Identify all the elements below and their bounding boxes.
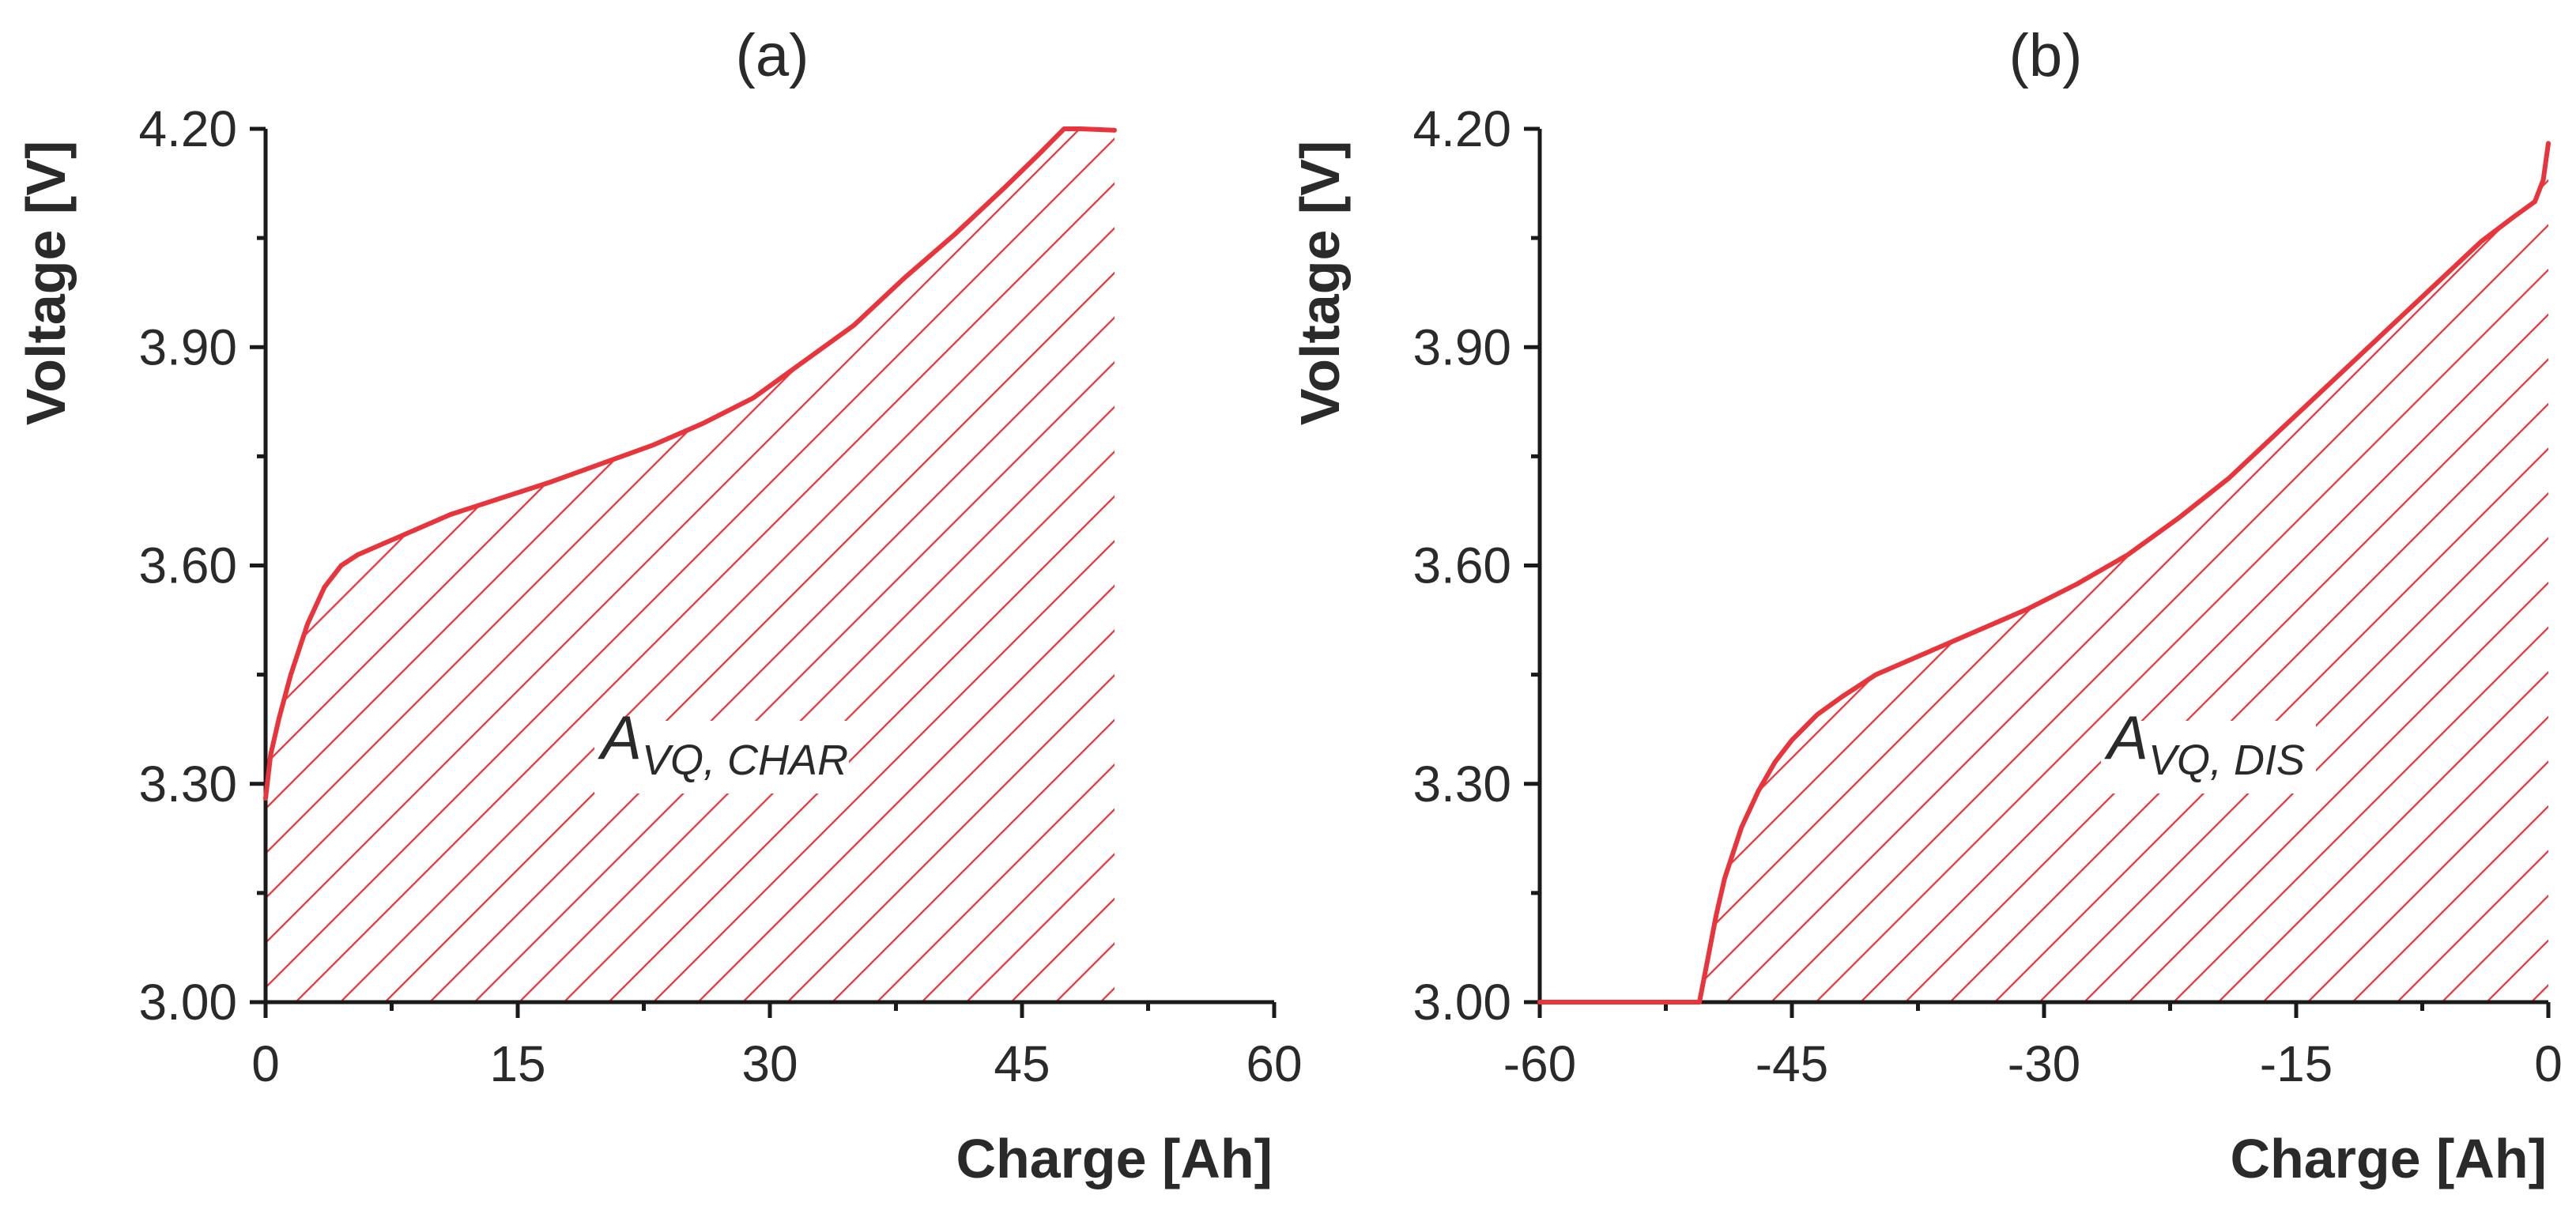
panel-b-area-label-sub: VQ, DIS — [2148, 737, 2305, 784]
chart-panel-a: (a) Voltage [V] Charge [Ah] 0 15 30 45 60 3.0… — [15, 22, 1303, 1189]
panel-b-area-label: AVQ, DIS — [2104, 703, 2305, 784]
panel-a-hatched-area — [266, 129, 1115, 1002]
chart-panel-b: (b) Voltage [V] Charge [Ah] -60 -45 -30 -15… — [1289, 22, 2563, 1189]
panel-a-x-axis-title: Charge [Ah] — [956, 1128, 1273, 1189]
panel-b-y-tick-label: 3.90 — [1412, 319, 1511, 375]
panel-b-y-tick-label: 3.30 — [1412, 756, 1511, 812]
panel-a-plot-marks: 0 15 30 45 60 3.00 3.30 3.60 3.90 4.20 — [138, 100, 1302, 1092]
panel-b-area-annotation: AVQ, DIS — [2101, 703, 2316, 793]
panel-a-y-tick-label: 3.00 — [138, 974, 237, 1031]
panel-a-x-tick-label: 60 — [1246, 1035, 1302, 1092]
panel-b-area-label-main: A — [2104, 703, 2148, 772]
panel-b-voltage-curve — [1537, 141, 2551, 1005]
panel-b-x-tick-label: -30 — [2008, 1035, 2081, 1092]
panel-a-area-label-main: A — [598, 703, 642, 772]
panel-a-annotation-background — [594, 721, 849, 793]
panel-b-y-tick-label: 3.00 — [1412, 974, 1511, 1031]
panel-b-hatched-area — [1540, 143, 2548, 1002]
panel-b-title: (b) — [2009, 22, 2083, 89]
panel-a-area-label-sub: VQ, CHAR — [642, 737, 848, 784]
panel-a-x-tick-label: 30 — [741, 1035, 798, 1092]
panel-b-x-axis-title: Charge [Ah] — [2230, 1128, 2547, 1189]
panel-a-area-annotation: AVQ, CHAR — [594, 703, 849, 793]
panel-b-y-axis-title: Voltage [V] — [1289, 141, 1351, 425]
panel-a-y-tick-label: 3.60 — [138, 537, 237, 594]
panel-a-y-tick-label: 3.30 — [138, 756, 237, 812]
panel-a-y-tick-label: 3.90 — [138, 319, 237, 375]
panel-a-x-tick-label: 0 — [251, 1035, 280, 1092]
panel-b-y-tick-label: 3.60 — [1412, 537, 1511, 594]
panel-b-annotation-background — [2101, 721, 2316, 793]
panel-b-x-tick-label: -60 — [1503, 1035, 1577, 1092]
panel-a-x-tick-label: 15 — [489, 1035, 545, 1092]
panel-b-x-tick-label: 0 — [2534, 1035, 2563, 1092]
panel-b-y-tick-label: 4.20 — [1412, 100, 1511, 157]
panel-a-y-tick-label: 4.20 — [138, 100, 237, 157]
panel-b-plot-marks: -60 -45 -30 -15 0 3.00 3.30 3.60 3.90 4.20 — [1412, 100, 2562, 1092]
panel-a-title: (a) — [736, 22, 809, 89]
panel-a-voltage-curve — [263, 126, 1117, 801]
panel-a-x-tick-label: 45 — [994, 1035, 1050, 1092]
panel-b-x-tick-label: -15 — [2260, 1035, 2333, 1092]
panel-a-y-axis-title: Voltage [V] — [15, 141, 77, 425]
panel-a-area-label: AVQ, CHAR — [598, 703, 848, 784]
panel-b-x-tick-label: -45 — [1756, 1035, 1829, 1092]
